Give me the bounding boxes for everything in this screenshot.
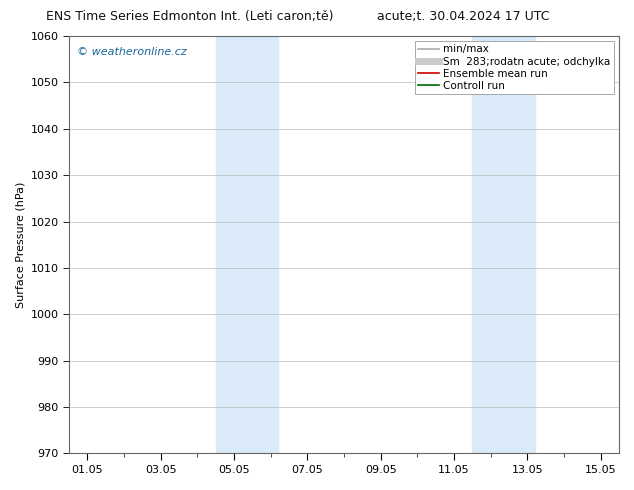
Legend: min/max, Sm  283;rodatn acute; odchylka, Ensemble mean run, Controll run: min/max, Sm 283;rodatn acute; odchylka, …	[415, 41, 614, 94]
Y-axis label: Surface Pressure (hPa): Surface Pressure (hPa)	[15, 181, 25, 308]
Text: acute;t. 30.04.2024 17 UTC: acute;t. 30.04.2024 17 UTC	[377, 10, 549, 23]
Bar	[216, 36, 278, 453]
Text: ENS Time Series Edmonton Int. (Leti caron;tě): ENS Time Series Edmonton Int. (Leti caro…	[46, 10, 334, 23]
Text: © weatheronline.cz: © weatheronline.cz	[77, 47, 187, 56]
Bar	[472, 36, 534, 453]
